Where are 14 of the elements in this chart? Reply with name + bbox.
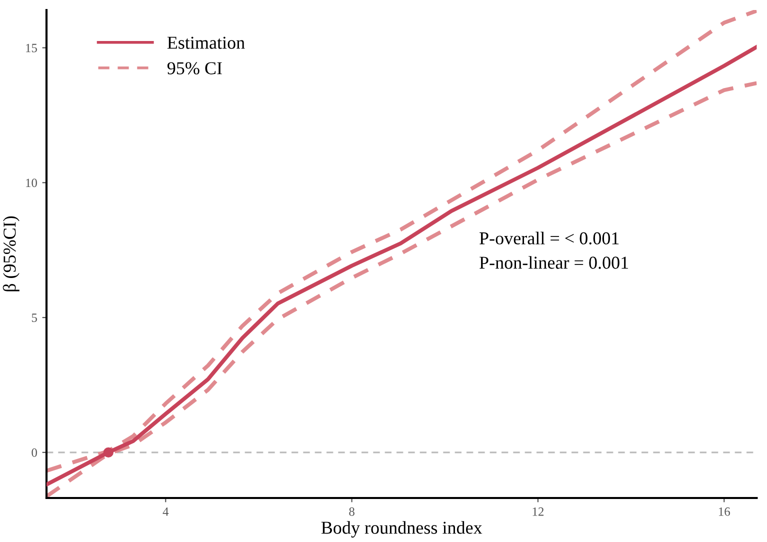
legend-label: Estimation <box>167 36 245 49</box>
x-tick-label: 4 <box>162 507 169 516</box>
x-tick-label: 12 <box>532 507 544 516</box>
y-tick-label: 0 <box>32 448 37 457</box>
y-axis-title: β (95%CI) <box>2 216 20 292</box>
x-axis-title: Body roundness index <box>321 521 482 538</box>
y-tick-label: 5 <box>32 314 37 322</box>
x-tick-label: 16 <box>718 507 730 516</box>
y-tick-label: 15 <box>26 44 37 52</box>
annotation: P-overall = < 0.001 <box>480 232 619 244</box>
legend-label: 95% CI <box>167 62 222 74</box>
y-tick-label: 10 <box>26 178 37 188</box>
annotation: P-non-linear = 0.001 <box>480 256 628 269</box>
x-tick-label: 8 <box>349 507 354 516</box>
